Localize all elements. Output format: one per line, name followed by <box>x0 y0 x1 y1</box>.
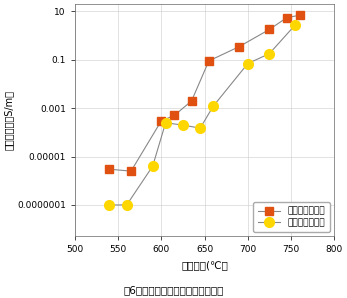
杉粉炭（乾燥） <box>293 23 297 27</box>
杉板炭（乾燥） <box>159 119 163 123</box>
杉板炭（乾燥） <box>285 16 289 19</box>
杉板炭（乾燥） <box>172 114 176 117</box>
杉粉炭（乾燥） <box>198 126 202 130</box>
杉粉炭（乾燥） <box>267 52 271 55</box>
杉板炭（乾燥） <box>107 167 111 171</box>
Line: 杉粉炭（乾燥）: 杉粉炭（乾燥） <box>104 20 300 210</box>
杉板炭（乾燥） <box>237 45 241 49</box>
Y-axis label: 電気伝導度（S/m）: 電気伝導度（S/m） <box>4 90 14 150</box>
杉板炭（乾燥） <box>207 59 211 63</box>
杉板炭（乾燥） <box>267 28 271 31</box>
Line: 杉板炭（乾燥）: 杉板炭（乾燥） <box>105 11 304 175</box>
杉粉炭（乾燥） <box>107 203 111 207</box>
杉粉炭（乾燥） <box>211 105 215 108</box>
杉板炭（乾燥） <box>129 169 133 173</box>
杉粉炭（乾燥） <box>246 62 250 65</box>
杉板炭（乾燥） <box>189 99 194 103</box>
杉粉炭（乾燥） <box>151 164 155 168</box>
杉粉炭（乾燥） <box>125 203 129 207</box>
X-axis label: 炭化温度(℃）: 炭化温度(℃） <box>181 260 228 270</box>
杉粉炭（乾燥） <box>181 123 185 127</box>
Text: 図6　杉の粉炭と板炭の電導度比較: 図6 杉の粉炭と板炭の電導度比較 <box>123 285 224 295</box>
杉板炭（乾燥） <box>297 13 302 17</box>
Legend: 杉板炭（乾燥）, 杉粉炭（乾燥）: 杉板炭（乾燥）, 杉粉炭（乾燥） <box>253 202 330 232</box>
杉粉炭（乾燥） <box>163 121 168 125</box>
